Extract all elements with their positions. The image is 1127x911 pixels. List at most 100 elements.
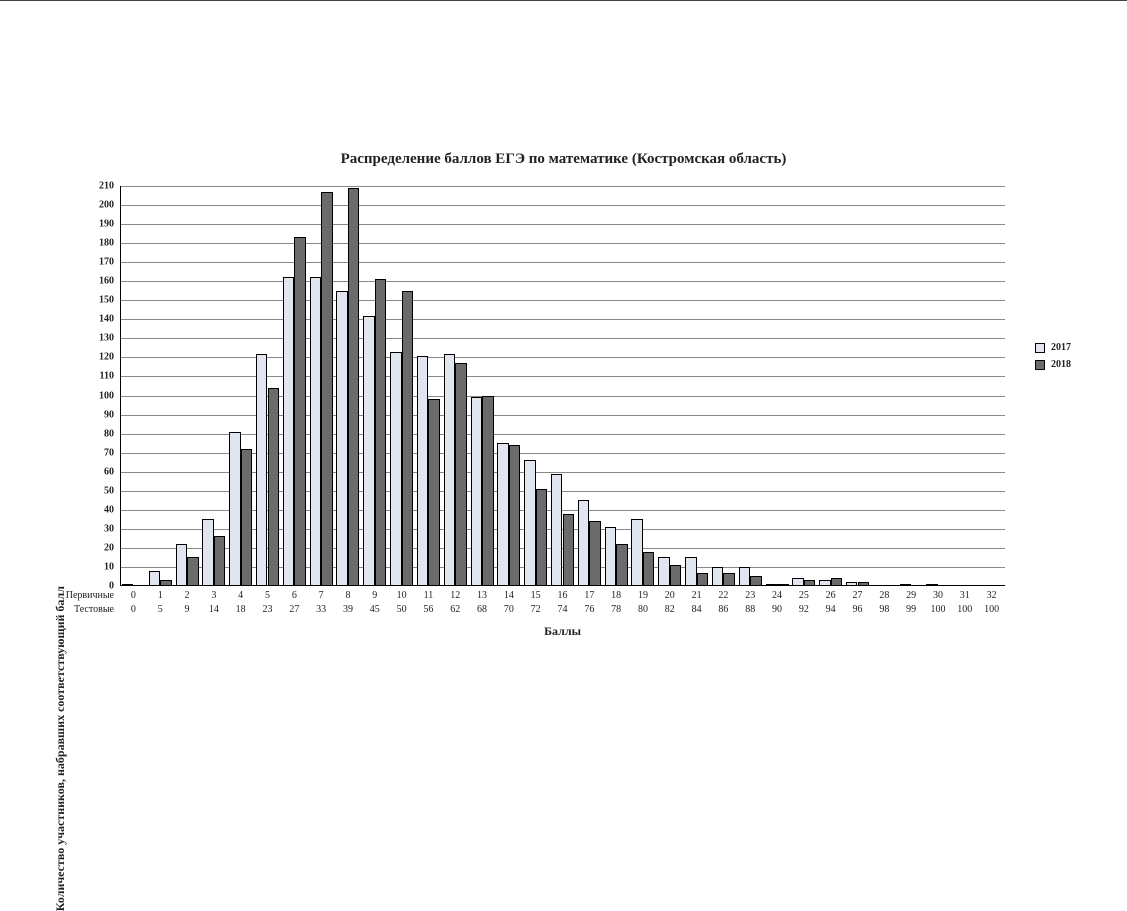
- bar-2017: [149, 571, 161, 586]
- y-tick: 180: [99, 238, 114, 249]
- x-tick-row-label: Тестовые: [74, 604, 114, 615]
- x-tick: 23: [263, 604, 273, 615]
- x-tick: 74: [558, 604, 568, 615]
- y-tick: 90: [104, 409, 114, 420]
- x-tick: 70: [504, 604, 514, 615]
- bar-2018: [643, 552, 655, 586]
- x-tick: 12: [450, 590, 460, 601]
- bar-2018: [697, 573, 709, 586]
- x-tick: 20: [665, 590, 675, 601]
- bar-2017: [926, 584, 938, 586]
- legend-swatch: [1035, 343, 1045, 353]
- x-tick: 45: [370, 604, 380, 615]
- page: Распределение баллов ЕГЭ по математике (…: [0, 0, 1127, 766]
- bar-2017: [229, 432, 241, 586]
- y-tick: 100: [99, 390, 114, 401]
- x-tick: 10: [397, 590, 407, 601]
- x-tick: 88: [745, 604, 755, 615]
- y-tick: 60: [104, 466, 114, 477]
- x-tick: 92: [799, 604, 809, 615]
- bar-2017: [497, 443, 509, 586]
- x-tick: 5: [158, 604, 163, 615]
- x-tick: 33: [316, 604, 326, 615]
- bar-2018: [670, 565, 682, 586]
- x-tick: 84: [692, 604, 702, 615]
- bar-2018: [804, 580, 816, 586]
- bars-container: [120, 186, 1005, 586]
- x-tick: 29: [906, 590, 916, 601]
- bar-2017: [739, 567, 751, 586]
- x-tick: 90: [772, 604, 782, 615]
- bar-2017: [444, 354, 456, 586]
- bar-2017: [712, 567, 724, 586]
- bar-2017: [900, 584, 912, 586]
- x-tick: 22: [718, 590, 728, 601]
- bar-2017: [336, 291, 348, 586]
- bar-2017: [417, 356, 429, 586]
- x-tick: 6: [292, 590, 297, 601]
- y-axis-label: Количество участников, набравших соответ…: [53, 586, 68, 911]
- bar-2017: [819, 580, 831, 586]
- bar-2017: [631, 519, 643, 586]
- x-tick: 15: [531, 590, 541, 601]
- x-tick: 82: [665, 604, 675, 615]
- x-tick: 9: [372, 590, 377, 601]
- x-tick: 21: [692, 590, 702, 601]
- x-axis-label: Баллы: [120, 624, 1005, 639]
- x-tick: 27: [853, 590, 863, 601]
- legend-swatch: [1035, 360, 1045, 370]
- y-tick: 50: [104, 485, 114, 496]
- x-tick: 72: [531, 604, 541, 615]
- x-tick: 19: [638, 590, 648, 601]
- y-tick: 110: [100, 371, 114, 382]
- y-tick: 20: [104, 542, 114, 553]
- x-tick: 11: [424, 590, 434, 601]
- x-tick: 26: [826, 590, 836, 601]
- y-tick: 150: [99, 295, 114, 306]
- x-tick: 16: [558, 590, 568, 601]
- x-tick: 32: [987, 590, 997, 601]
- bar-2018: [455, 363, 467, 586]
- legend-item: 2017: [1035, 342, 1071, 353]
- bar-2017: [658, 557, 670, 586]
- y-tick: 120: [99, 352, 114, 363]
- x-tick: 27: [289, 604, 299, 615]
- bar-2017: [256, 354, 268, 586]
- x-tick: 68: [477, 604, 487, 615]
- x-tick: 99: [906, 604, 916, 615]
- x-tick: 24: [772, 590, 782, 601]
- bar-2017: [792, 578, 804, 586]
- x-tick: 1: [158, 590, 163, 601]
- bar-2018: [536, 489, 548, 586]
- bar-2018: [831, 578, 843, 586]
- x-tick: 100: [957, 604, 972, 615]
- x-tick: 86: [718, 604, 728, 615]
- x-tick: 17: [584, 590, 594, 601]
- x-tick: 4: [238, 590, 243, 601]
- bar-2017: [578, 500, 590, 586]
- legend-label: 2017: [1051, 342, 1071, 353]
- bar-2018: [428, 399, 440, 586]
- legend-label: 2018: [1051, 359, 1071, 370]
- bar-2018: [268, 388, 280, 586]
- x-tick: 14: [209, 604, 219, 615]
- x-tick: 94: [826, 604, 836, 615]
- bar-2018: [187, 557, 199, 586]
- bar-2017: [122, 584, 134, 586]
- x-tick: 14: [504, 590, 514, 601]
- bar-2017: [471, 397, 483, 586]
- bar-2017: [846, 582, 858, 586]
- x-tick: 80: [638, 604, 648, 615]
- chart-title: Распределение баллов ЕГЭ по математике (…: [0, 151, 1127, 168]
- x-tick-row-label: Первичные: [66, 590, 114, 601]
- x-tick: 0: [131, 590, 136, 601]
- y-tick: 200: [99, 200, 114, 211]
- y-tick: 70: [104, 447, 114, 458]
- x-tick: 96: [853, 604, 863, 615]
- y-tick: 80: [104, 428, 114, 439]
- x-tick: 28: [879, 590, 889, 601]
- bar-2018: [241, 449, 253, 586]
- y-tick: 40: [104, 504, 114, 515]
- bar-2018: [723, 573, 735, 586]
- y-tick: 30: [104, 523, 114, 534]
